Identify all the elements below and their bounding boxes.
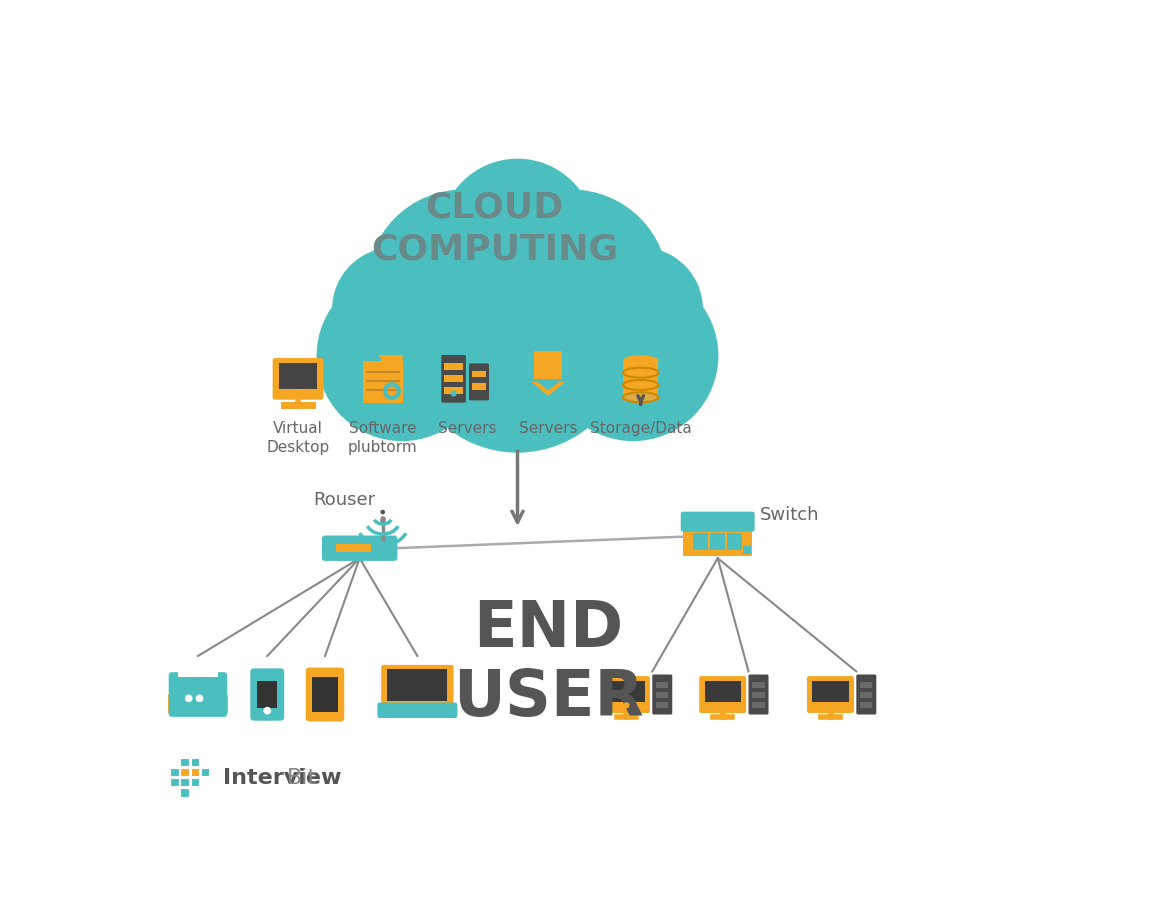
Bar xyxy=(657,682,668,688)
FancyBboxPatch shape xyxy=(306,668,345,722)
Bar xyxy=(472,384,486,390)
Text: Switch: Switch xyxy=(760,507,820,524)
Ellipse shape xyxy=(623,368,659,378)
Bar xyxy=(312,677,338,712)
Circle shape xyxy=(295,389,302,395)
Circle shape xyxy=(406,229,629,452)
Circle shape xyxy=(318,271,487,440)
FancyBboxPatch shape xyxy=(652,674,673,714)
Text: Storage/Data: Storage/Data xyxy=(589,421,691,436)
Polygon shape xyxy=(363,355,403,363)
Circle shape xyxy=(476,190,668,383)
Bar xyxy=(683,519,753,556)
Bar xyxy=(861,702,872,708)
Bar xyxy=(363,361,403,403)
Bar xyxy=(258,681,277,708)
Bar xyxy=(280,363,317,389)
Circle shape xyxy=(368,190,560,383)
Circle shape xyxy=(719,702,726,709)
Text: Interview: Interview xyxy=(223,768,341,788)
Text: Servers: Servers xyxy=(438,421,496,436)
Ellipse shape xyxy=(623,393,659,403)
FancyBboxPatch shape xyxy=(377,702,457,718)
FancyBboxPatch shape xyxy=(699,676,746,713)
Bar xyxy=(444,363,463,370)
Bar xyxy=(727,533,742,549)
FancyBboxPatch shape xyxy=(807,676,854,713)
FancyBboxPatch shape xyxy=(441,355,466,403)
Bar xyxy=(704,681,741,702)
Bar xyxy=(710,533,725,549)
FancyBboxPatch shape xyxy=(382,665,454,711)
Text: Virtual
Desktop: Virtual Desktop xyxy=(267,421,329,455)
Text: Software
plubtorm: Software plubtorm xyxy=(348,421,418,455)
Text: CLOUD
COMPUTING: CLOUD COMPUTING xyxy=(371,190,618,267)
Bar xyxy=(744,546,751,554)
Bar xyxy=(861,682,872,688)
Circle shape xyxy=(579,248,702,371)
Bar xyxy=(444,387,463,394)
FancyBboxPatch shape xyxy=(168,672,227,717)
FancyBboxPatch shape xyxy=(748,674,769,714)
Bar xyxy=(753,682,764,688)
Bar xyxy=(387,670,448,701)
Circle shape xyxy=(827,702,834,709)
Bar xyxy=(812,681,849,702)
Circle shape xyxy=(196,694,203,702)
Circle shape xyxy=(184,694,193,702)
FancyBboxPatch shape xyxy=(856,674,876,714)
FancyBboxPatch shape xyxy=(681,512,755,532)
Circle shape xyxy=(333,248,456,371)
Bar xyxy=(693,533,709,549)
Circle shape xyxy=(549,271,718,440)
Bar xyxy=(657,702,668,708)
FancyBboxPatch shape xyxy=(469,363,490,400)
Ellipse shape xyxy=(623,380,659,390)
Bar xyxy=(444,375,463,382)
Bar xyxy=(753,692,764,698)
Text: Servers: Servers xyxy=(519,421,578,436)
Circle shape xyxy=(263,707,271,714)
Bar xyxy=(177,668,218,677)
FancyBboxPatch shape xyxy=(273,358,324,400)
Circle shape xyxy=(450,391,457,396)
Bar xyxy=(623,361,659,397)
Bar xyxy=(357,545,371,552)
Bar xyxy=(657,692,668,698)
Circle shape xyxy=(380,510,385,515)
FancyBboxPatch shape xyxy=(168,694,229,714)
Bar xyxy=(861,692,872,698)
Text: Bit: Bit xyxy=(288,768,318,788)
Bar xyxy=(753,702,764,708)
Circle shape xyxy=(441,159,594,313)
Text: END
USER: END USER xyxy=(452,598,644,730)
FancyBboxPatch shape xyxy=(251,669,284,721)
FancyBboxPatch shape xyxy=(322,536,398,561)
FancyBboxPatch shape xyxy=(603,676,650,713)
Text: Rouser: Rouser xyxy=(313,491,376,509)
Polygon shape xyxy=(531,382,565,395)
Bar xyxy=(335,545,349,552)
Circle shape xyxy=(623,702,630,709)
Bar xyxy=(608,681,645,702)
Bar xyxy=(347,545,361,552)
Bar xyxy=(472,371,486,377)
Ellipse shape xyxy=(623,355,659,365)
